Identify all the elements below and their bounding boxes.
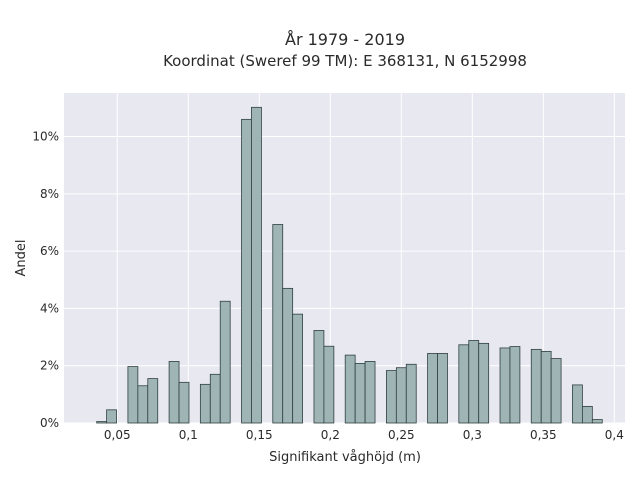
histogram-bar <box>509 346 521 424</box>
histogram-bar <box>354 363 366 424</box>
y-tick-label: 2% <box>40 359 59 373</box>
chart-subtitle: Koordinat (Sweref 99 TM): E 368131, N 61… <box>163 52 527 70</box>
y-tick-label: 0% <box>40 416 59 430</box>
y-tick-label: 4% <box>40 301 59 315</box>
histogram-bar <box>147 378 159 424</box>
histogram-bar <box>478 342 490 424</box>
histogram-bar <box>364 361 376 424</box>
histogram-bar <box>96 421 108 424</box>
x-tick-label: 0,1 <box>179 428 198 442</box>
histogram-bar <box>405 363 417 424</box>
histogram-bar <box>499 347 511 424</box>
histogram-bar <box>572 384 583 424</box>
x-tick-label: 0,2 <box>321 428 340 442</box>
histogram-bar <box>540 350 552 424</box>
histogram-bar <box>137 385 149 424</box>
histogram-bar <box>241 118 252 424</box>
histogram-bar <box>344 354 356 424</box>
histogram-bar <box>219 300 231 424</box>
x-tick-label: 0,25 <box>388 428 415 442</box>
histogram-bar <box>581 405 593 424</box>
histogram-bar <box>385 370 397 424</box>
y-axis-ticks: 0% 2% 4% 6% 8% 10% <box>32 130 59 430</box>
x-tick-label: 0,3 <box>463 428 482 442</box>
histogram-bar <box>468 340 480 424</box>
histogram-bar <box>292 313 304 424</box>
x-axis-label: Signifikant våghöjd (m) <box>269 450 421 465</box>
x-tick-label: 0,15 <box>246 428 273 442</box>
histogram-bar <box>199 383 211 424</box>
histogram-bar <box>313 330 325 424</box>
x-tick-label: 0,05 <box>104 428 131 442</box>
histogram-bar <box>178 381 190 424</box>
histogram-bars <box>96 106 603 424</box>
histogram-bar <box>395 367 407 424</box>
y-tick-label: 8% <box>40 187 59 201</box>
histogram-bar <box>127 366 139 424</box>
histogram-bar <box>323 345 335 424</box>
histogram-bar <box>437 352 448 424</box>
chart-title: År 1979 - 2019 <box>285 30 405 49</box>
histogram-bar <box>106 409 117 424</box>
y-axis-label: Andel <box>14 240 29 277</box>
histogram-bar <box>458 344 470 424</box>
x-tick-label: 0,35 <box>530 428 557 442</box>
histogram-bar <box>530 348 542 424</box>
histogram-bar <box>251 106 262 424</box>
x-axis-ticks: 0,05 0,1 0,15 0,2 0,25 0,3 0,35 0,4 <box>104 428 624 442</box>
x-tick-label: 0,4 <box>605 428 624 442</box>
histogram-bar <box>550 358 562 424</box>
histogram-bar <box>209 373 221 424</box>
histogram-bar <box>427 352 438 424</box>
histogram-bar <box>282 287 294 424</box>
y-tick-label: 6% <box>40 244 59 258</box>
histogram-bar <box>272 224 284 424</box>
histogram-bar <box>168 361 180 424</box>
histogram-bar <box>591 419 603 424</box>
y-tick-label: 10% <box>32 130 59 144</box>
